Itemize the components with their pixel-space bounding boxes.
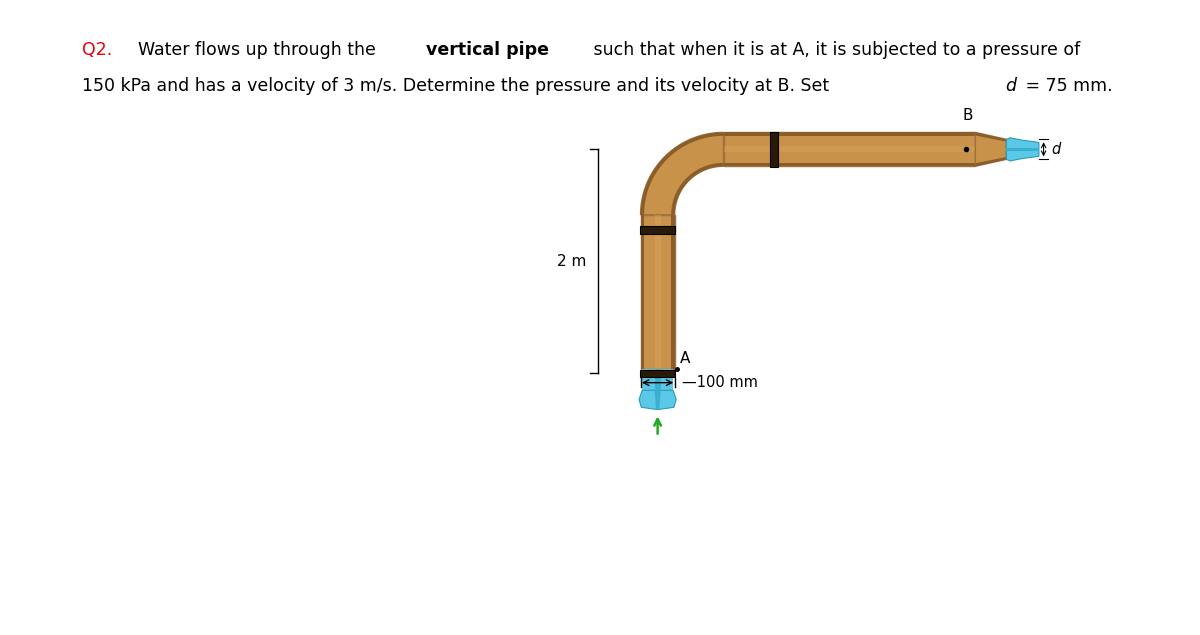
- Polygon shape: [976, 133, 1007, 166]
- Text: B: B: [962, 108, 973, 123]
- Polygon shape: [976, 133, 1007, 142]
- Polygon shape: [1007, 148, 1039, 151]
- Text: Q2.: Q2.: [82, 41, 112, 59]
- Polygon shape: [770, 131, 778, 167]
- Polygon shape: [724, 133, 976, 136]
- Text: such that when it is at A, it is subjected to a pressure of: such that when it is at A, it is subject…: [588, 41, 1080, 59]
- Polygon shape: [654, 369, 661, 391]
- Polygon shape: [976, 157, 1007, 166]
- Polygon shape: [641, 215, 644, 369]
- Text: 2 m: 2 m: [557, 254, 587, 269]
- Text: d: d: [1051, 142, 1061, 157]
- Text: = 75 mm.: = 75 mm.: [1020, 77, 1112, 95]
- Polygon shape: [724, 163, 976, 166]
- Text: A: A: [680, 352, 690, 366]
- Polygon shape: [654, 391, 661, 410]
- Text: Water flows up through the: Water flows up through the: [138, 41, 382, 59]
- Text: 150 kPa and has a velocity of 3 m/s. Determine the pressure and its velocity at : 150 kPa and has a velocity of 3 m/s. Det…: [82, 77, 834, 95]
- Polygon shape: [640, 391, 677, 410]
- Polygon shape: [640, 370, 676, 377]
- Text: —100 mm: —100 mm: [683, 375, 758, 390]
- Polygon shape: [724, 133, 976, 166]
- Polygon shape: [671, 163, 724, 215]
- Polygon shape: [641, 133, 724, 215]
- Text: vertical pipe: vertical pipe: [426, 41, 550, 59]
- Polygon shape: [642, 369, 673, 391]
- Polygon shape: [724, 146, 976, 152]
- Polygon shape: [671, 215, 674, 369]
- Text: d: d: [1006, 77, 1016, 95]
- Polygon shape: [641, 133, 724, 215]
- Polygon shape: [641, 215, 674, 369]
- Polygon shape: [654, 215, 661, 369]
- Polygon shape: [640, 226, 676, 234]
- Polygon shape: [1007, 138, 1039, 161]
